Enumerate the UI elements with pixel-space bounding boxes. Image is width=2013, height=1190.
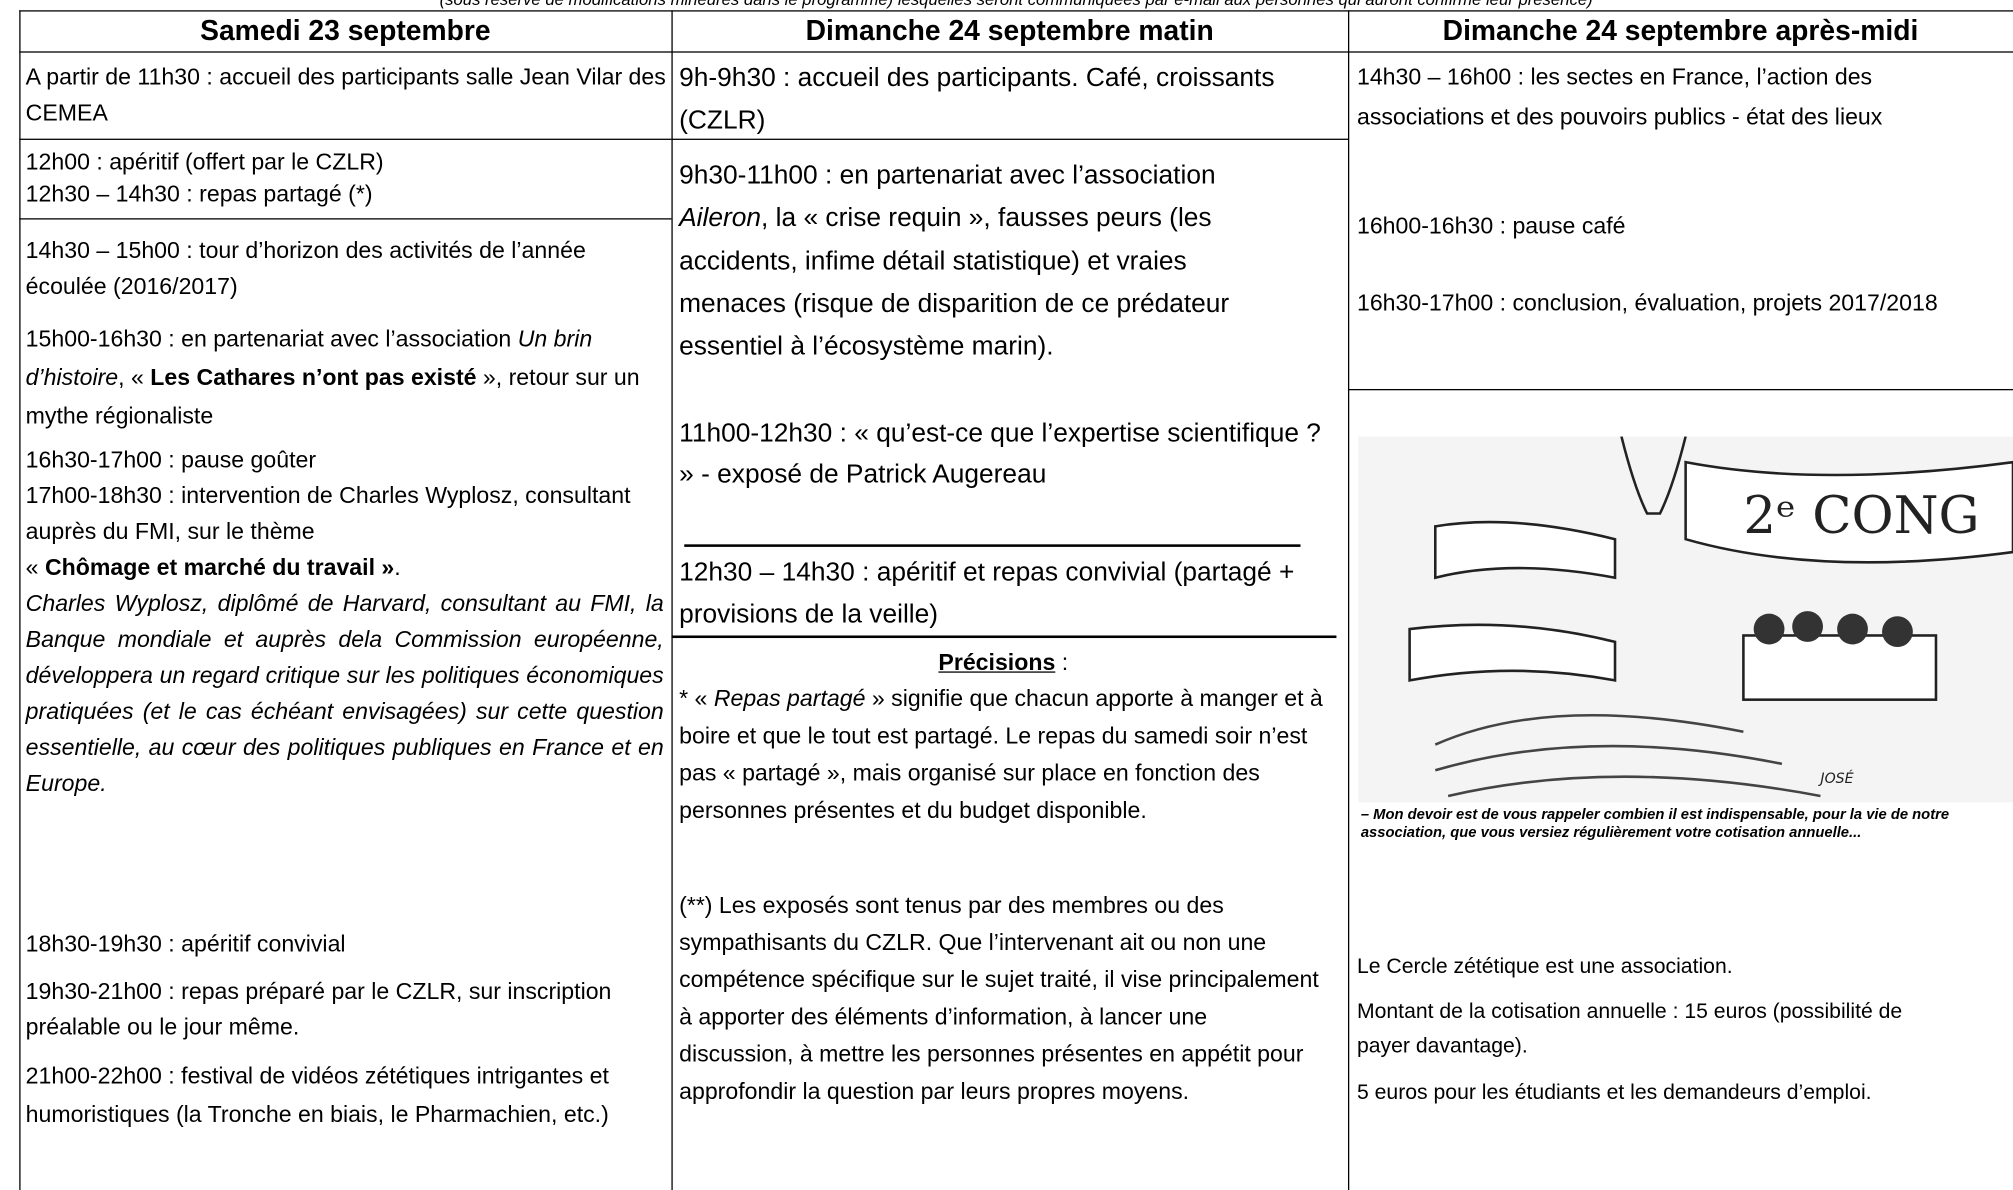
note: (sous réserve de modifications mineures … [19,0,2013,10]
text: Aileron [679,203,762,233]
column-header: Dimanche 24 septembre matin [805,14,1214,47]
schedule-item: 12h00 : apéritif (offert par le CZLR) [25,148,384,175]
column-header: Dimanche 24 septembre après-midi [1442,14,1919,47]
balcony [1408,623,1617,682]
note-paragraph: (**) Les exposés sont tenus par des memb… [679,892,1319,1105]
text: » signifie que chacun apporte à manger e… [679,685,1323,823]
table-border [19,51,2013,53]
info: Le Cercle zététique est une association. [1356,955,1733,979]
schedule-item: 19h30-21h00 : repas préparé par le CZLR,… [25,978,612,1040]
info: Montant de la cotisation annuelle : 15 e… [1356,1000,1903,1058]
separator [684,544,1301,547]
schedule-item: 14h30 – 15h00 : tour d’horizon des activ… [25,237,586,300]
text: 9h30-11h00 : en partenariat avec l’assoc… [679,160,1216,191]
schedule-item: 12h30 – 14h30 : apéritif et repas conviv… [679,557,1295,630]
table-border [19,138,672,140]
section-title: Précisions : [679,644,1327,680]
schedule-item: 16h30-17h00 : conclusion, évaluation, pr… [1356,290,1938,316]
schedule-item: 12h30 – 14h30 : repas partagé (*) [25,181,373,207]
text: Un brin d’histoire [25,326,593,391]
schedule-item: 16h00-16h30 : pause café [1356,213,1626,239]
cartoon: 2ᵉ CONG JOSÉ [1358,436,2013,803]
text: , la « crise requin », fausses peurs (le… [679,203,1230,361]
info: 5 euros pour les étudiants et les demand… [1356,1080,1872,1105]
text: , « [118,364,151,391]
text: : [1055,649,1069,676]
schedule-item: A partir de 11h30 : accueil des particip… [25,64,666,126]
table-border [671,10,673,1190]
text: . [394,554,401,581]
table [1742,634,1938,701]
table-border [19,218,672,220]
text: Repas partagé [713,685,866,712]
table-border [671,138,1348,140]
schedule-item: 14h30 – 16h00 : les sectes en France, l’… [1356,64,1883,130]
signature: JOSÉ [1817,770,1853,787]
text: « [25,554,45,581]
text: Chômage et marché du travail » [44,554,395,581]
schedule-item: 21h00-22h00 : festival de vidéos zététiq… [25,1062,609,1128]
table-border [671,635,1337,639]
table-border [19,10,2013,12]
schedule-item: 17h00-18h30 : intervention de Charles Wy… [25,482,631,545]
banner-text: 2ᵉ CONG [1743,486,1979,546]
schedule-item: 16h30-17h00 : pause goûter [25,446,317,473]
schedule-item: « Chômage et marché du travail ». [26,549,668,585]
schedule-item: 9h30-11h00 : en partenariat avec l’assoc… [679,154,1289,368]
text: * « [679,685,714,712]
table-border [19,10,21,1190]
audience [1434,713,1821,798]
cartoon-caption: – Mon devoir est de vous rappeler combie… [1360,807,1950,841]
balcony [1434,520,1617,580]
table-border [1347,388,2013,391]
speaker-bio: Charles Wyplosz, diplômé de Harvard, con… [25,590,664,796]
note-paragraph: * « Repas partagé » signifie que chacun … [679,680,1327,829]
column-header: Samedi 23 septembre [200,14,491,47]
panel [1753,611,1913,648]
text: Les Cathares n’ont pas existé [150,364,477,391]
schedule-item: 18h30-19h30 : apéritif convivial [25,930,346,957]
schedule-item: 9h-9h30 : accueil des participants. Café… [679,62,1275,135]
table-border [1347,10,1350,1190]
text: Précisions [938,649,1056,676]
curtain [1620,436,1687,515]
schedule-item: 11h00-12h30 : « qu’est-ce que l’expertis… [679,418,1321,490]
schedule-item: 15h00-16h30 : en partenariat avec l’asso… [26,320,668,436]
text: 15h00-16h30 : en partenariat avec l’asso… [25,326,518,352]
text: », retour sur un mythe régionaliste [25,364,640,429]
